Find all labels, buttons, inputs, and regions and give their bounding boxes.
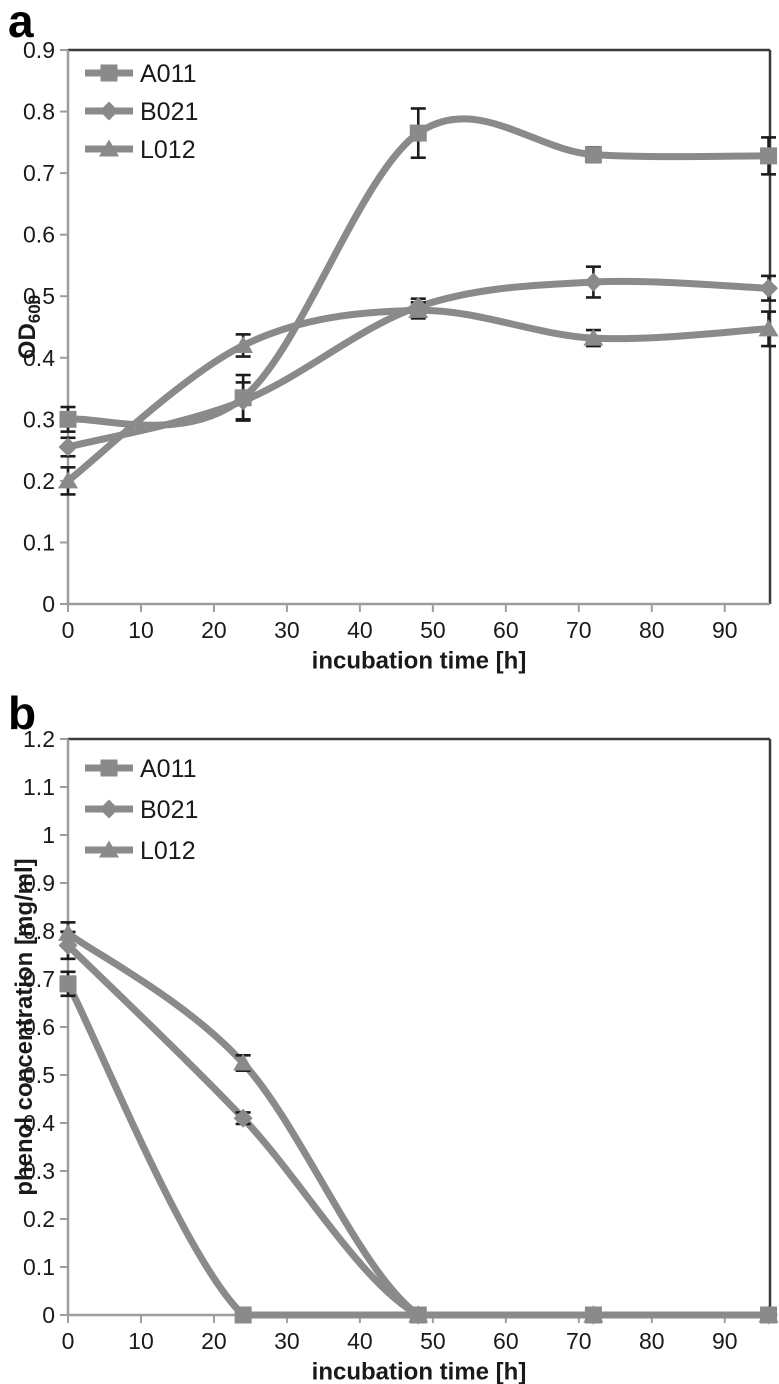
y-tick-label: 0.8 bbox=[23, 918, 55, 944]
marker-L012-72h bbox=[583, 328, 604, 346]
x-tick-label: 50 bbox=[420, 617, 446, 643]
x-tick-label: 20 bbox=[201, 617, 227, 643]
legend-marker-square-icon bbox=[100, 64, 118, 82]
marker-A011-48h bbox=[409, 1306, 427, 1324]
legend-marker-triangle-icon bbox=[99, 840, 119, 858]
x-tick-label: 0 bbox=[62, 617, 75, 643]
y-tick-label: 0 bbox=[42, 591, 55, 617]
y-tick-label: 0.6 bbox=[23, 1014, 55, 1040]
marker-B021-72h bbox=[583, 272, 603, 292]
legend-item-B021: B021 bbox=[85, 796, 198, 824]
legend-label: L012 bbox=[140, 837, 196, 865]
y-tick-label: 0.1 bbox=[23, 529, 55, 555]
x-tick-label: 70 bbox=[566, 1328, 592, 1354]
y-tick-label: 0.4 bbox=[23, 1110, 55, 1136]
y-tick-label: 0.1 bbox=[23, 1254, 55, 1280]
marker-A011-96h bbox=[760, 147, 778, 165]
y-tick-label: 1 bbox=[42, 822, 55, 848]
legend-item-A011: A011 bbox=[85, 755, 197, 783]
x-axis-title: incubation time [h] bbox=[312, 648, 527, 675]
legend-marker-diamond-icon bbox=[99, 101, 119, 121]
marker-A011-96h bbox=[760, 1306, 778, 1324]
x-tick-label: 40 bbox=[347, 1328, 373, 1354]
x-tick-label: 40 bbox=[347, 617, 373, 643]
series-line-L012 bbox=[64, 929, 772, 1319]
marker-A011-24h bbox=[234, 1306, 252, 1324]
y-tick-label: 0.3 bbox=[23, 406, 55, 432]
x-tick-label: 80 bbox=[639, 617, 665, 643]
y-tick-label: 0.4 bbox=[23, 345, 55, 371]
series-line-A011 bbox=[64, 115, 772, 429]
y-tick-label: 1.1 bbox=[23, 774, 55, 800]
x-axis-title: incubation time [h] bbox=[312, 1359, 527, 1384]
marker-B021-96h bbox=[759, 278, 779, 298]
legend-label: B021 bbox=[140, 98, 198, 126]
y-tick-label: 0.8 bbox=[23, 99, 55, 125]
y-tick-label: 0.5 bbox=[23, 283, 55, 309]
marker-L012-0h bbox=[58, 923, 78, 941]
x-tick-label: 0 bbox=[62, 1328, 75, 1354]
chart-a-svg: 0 0.1 0.2 0.3 0.4 0.5 0.6 0.7 0.8 0.9 0 10 20 30 40 50 6… bbox=[14, 37, 779, 675]
marker-L012-0h bbox=[58, 471, 78, 489]
x-tick-label: 60 bbox=[493, 1328, 519, 1354]
y-tick-label: 0.3 bbox=[23, 1158, 55, 1184]
x-tick-label: 90 bbox=[712, 1328, 738, 1354]
legend-item-A011: A011 bbox=[85, 60, 197, 88]
legend-label: A011 bbox=[140, 60, 197, 88]
x-tick-label: 30 bbox=[274, 617, 300, 643]
series-line-L012 bbox=[64, 306, 772, 485]
y-axis-title: phenol concentration [mg/ml] bbox=[11, 858, 38, 1195]
legend-marker-triangle-icon bbox=[99, 139, 119, 157]
marker-L012-24h bbox=[233, 335, 254, 353]
y-tick-label: 0 bbox=[42, 1302, 55, 1328]
y-tick-label: 0.2 bbox=[23, 468, 55, 494]
marker-A011-48h bbox=[409, 124, 427, 142]
series-line-A011 bbox=[64, 980, 772, 1319]
y-tick-label: 0.9 bbox=[23, 37, 55, 63]
legend-label: L012 bbox=[140, 136, 196, 164]
chart-b-svg: 0 0.1 0.2 0.3 0.4 0.5 0.6 0.7 0.8 0.9 1 1.1 1.2 0 10 20… bbox=[11, 726, 779, 1384]
legend-marker-diamond-icon bbox=[99, 799, 119, 819]
y-axis-title: OD600 bbox=[14, 295, 44, 359]
marker-L012-48h bbox=[408, 300, 429, 318]
marker-A011-24h bbox=[234, 389, 252, 407]
x-tick-label: 10 bbox=[128, 1328, 154, 1354]
y-tick-label: 0.2 bbox=[23, 1206, 55, 1232]
y-tick-label: 0.9 bbox=[23, 870, 55, 896]
panel-label-a: a bbox=[8, 0, 34, 47]
y-tick-label: 1.2 bbox=[23, 726, 55, 752]
marker-A011-72h bbox=[584, 146, 602, 164]
marker-B021-0h bbox=[58, 437, 78, 457]
legend-label: A011 bbox=[140, 755, 197, 783]
x-tick-label: 20 bbox=[201, 1328, 227, 1354]
marker-L012-96h bbox=[758, 319, 779, 337]
x-tick-label: 30 bbox=[274, 1328, 300, 1354]
legend-item-L012: L012 bbox=[85, 837, 196, 865]
x-tick-label: 70 bbox=[566, 617, 592, 643]
panel-a: a 0 0.1 0.2 0.3 0.4 0.5 0.6 0.7 0.8 0.9 0 10 20 30 40 5… bbox=[8, 0, 779, 675]
marker-A011-72h bbox=[584, 1306, 602, 1324]
y-tick-label: 0.7 bbox=[23, 966, 55, 992]
x-tick-label: 10 bbox=[128, 617, 154, 643]
panel-label-b: b bbox=[8, 687, 37, 739]
x-tick-label: 80 bbox=[639, 1328, 665, 1354]
legend-label: B021 bbox=[140, 796, 198, 824]
y-tick-label: 0.5 bbox=[23, 1062, 55, 1088]
marker-L012-24h bbox=[233, 1053, 254, 1071]
y-tick-label: 0.7 bbox=[23, 160, 55, 186]
legend-marker-square-icon bbox=[100, 759, 118, 777]
x-tick-label: 50 bbox=[420, 1328, 446, 1354]
marker-A011-0h bbox=[59, 410, 77, 428]
x-tick-label: 90 bbox=[712, 617, 738, 643]
legend-item-B021: B021 bbox=[85, 98, 198, 126]
x-tick-label: 60 bbox=[493, 617, 519, 643]
panel-b: b 0 0.1 0.2 0.3 0.4 0.5 0.6 0.7 0.8 0.9 1 1.1 1.2 0 10… bbox=[0, 687, 779, 1384]
legend-item-L012: L012 bbox=[85, 136, 196, 164]
y-tick-label: 0.6 bbox=[23, 222, 55, 248]
marker-B021-24h bbox=[233, 1108, 253, 1128]
marker-A011-0h bbox=[59, 975, 77, 993]
